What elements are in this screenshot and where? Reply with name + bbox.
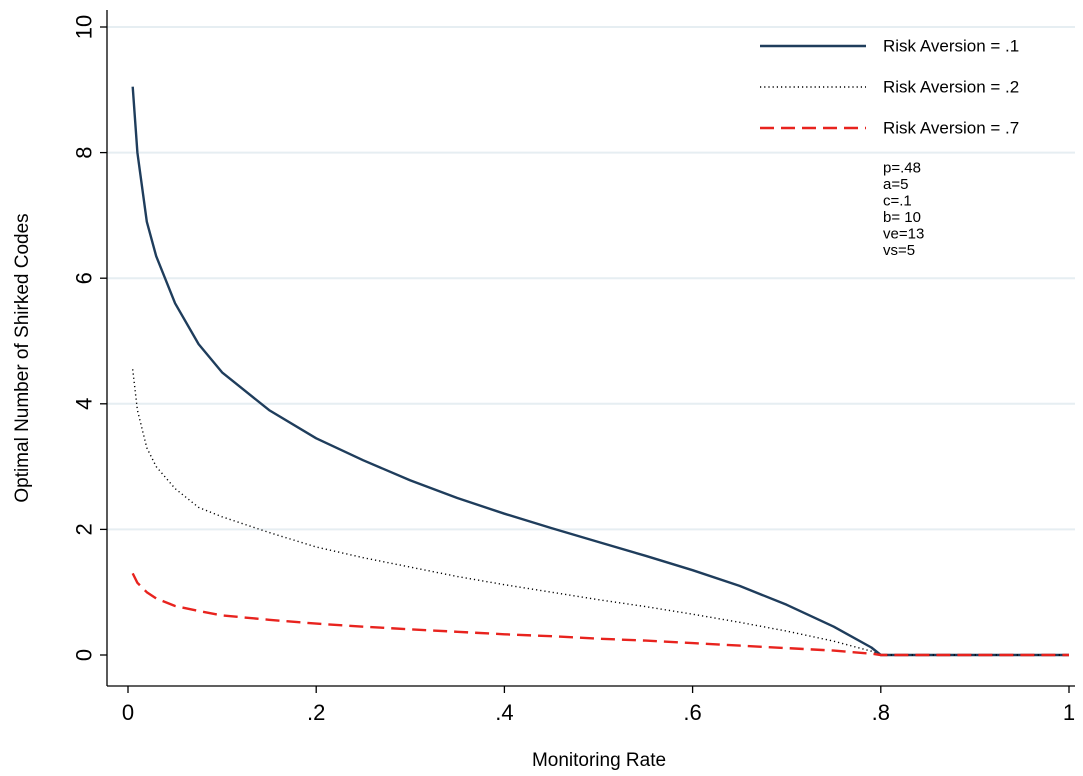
y-tick-label: 2 — [72, 523, 97, 535]
gridlines — [107, 26, 1075, 531]
legend: Risk Aversion = .1 Risk Aversion = .2 Risk… — [760, 37, 1019, 138]
y-tick-label: 10 — [72, 15, 97, 39]
y-axis-title: Optimal Number of Shirked Codes — [12, 213, 33, 502]
param-label: vs=5 — [883, 242, 915, 259]
x-tick-label: 1 — [1063, 700, 1075, 725]
y-tick-label: 6 — [72, 272, 97, 284]
param-label: c=.1 — [883, 193, 912, 210]
y-tick-label: 4 — [72, 398, 97, 410]
x-tick-label: 0 — [122, 700, 134, 725]
y-tick-label: 8 — [72, 146, 97, 158]
x-tick-label: .2 — [307, 700, 325, 725]
y-tick-label: 0 — [72, 649, 97, 661]
x-tick-label: .6 — [683, 700, 701, 725]
x-axis-title: Monitoring Rate — [532, 750, 666, 771]
y-ticks: 0 2 4 6 8 10 — [72, 15, 107, 661]
param-label: p=.48 — [883, 160, 921, 177]
x-tick-label: .8 — [872, 700, 890, 725]
legend-label-3: Risk Aversion = .7 — [883, 119, 1019, 138]
axes — [106, 10, 1075, 687]
param-label: b= 10 — [883, 209, 921, 226]
x-tick-label: .4 — [495, 700, 513, 725]
x-ticks: 0 .2 .4 .6 .8 1 — [122, 686, 1075, 725]
param-label: a=5 — [883, 176, 908, 193]
param-label: ve=13 — [883, 226, 924, 243]
legend-label-2: Risk Aversion = .2 — [883, 78, 1019, 97]
series-lines — [131, 86, 1069, 657]
series-line-3 — [131, 572, 1069, 657]
legend-label-1: Risk Aversion = .1 — [883, 37, 1019, 56]
